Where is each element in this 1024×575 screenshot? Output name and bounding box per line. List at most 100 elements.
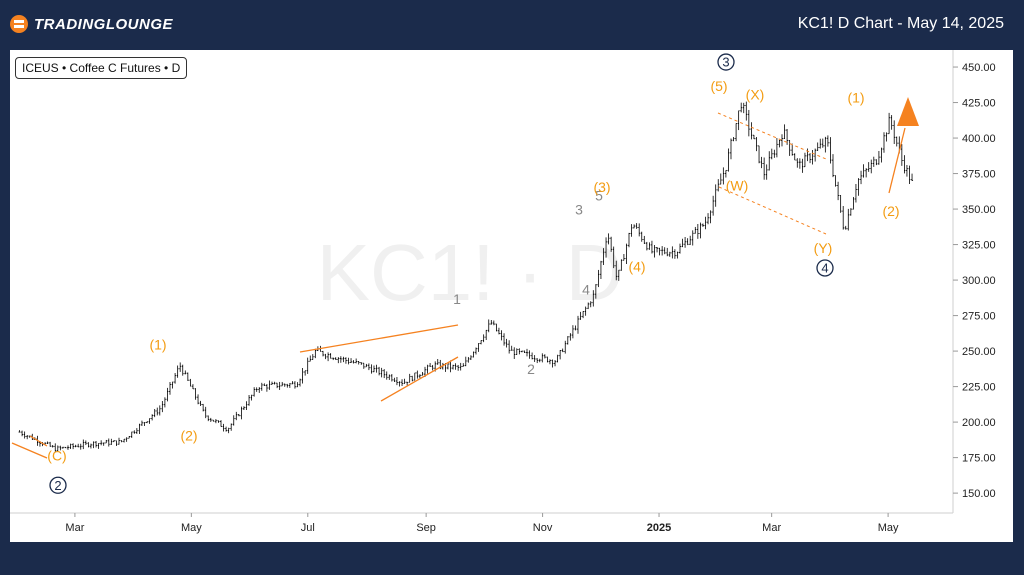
candle (538, 358, 541, 363)
candle (230, 423, 233, 431)
brand-mark-icon (10, 15, 28, 33)
wave-label: (5) (710, 78, 727, 94)
candle (291, 381, 294, 385)
candle (365, 363, 368, 368)
wave-label: (X) (746, 87, 765, 103)
candle (837, 181, 840, 201)
candle (66, 445, 69, 450)
candle (740, 102, 743, 113)
candle (212, 419, 215, 422)
candle (556, 354, 559, 363)
y-tick-label: 300.00 (962, 275, 996, 287)
candle (148, 418, 151, 424)
candle (747, 109, 750, 137)
wave-label: (W) (726, 178, 749, 194)
candle (197, 394, 200, 405)
candle (882, 132, 885, 153)
chart-title: KC1! D Chart - May 14, 2025 (797, 15, 1004, 32)
candle (411, 375, 414, 382)
trend-line (299, 324, 459, 353)
candle (378, 366, 381, 376)
candle (831, 154, 834, 178)
candle (911, 173, 914, 181)
wave-label: (1) (847, 90, 864, 106)
candle (622, 253, 625, 261)
candle (416, 370, 419, 379)
candle (520, 350, 523, 353)
candle (694, 226, 697, 234)
candle (880, 147, 883, 163)
candle (467, 356, 470, 363)
candle (717, 179, 720, 192)
candle (477, 343, 480, 352)
candle (115, 440, 118, 446)
candle (610, 236, 613, 252)
candle (225, 426, 228, 432)
candle (367, 363, 370, 371)
candle (699, 222, 702, 239)
candle (452, 364, 455, 370)
candle (684, 236, 687, 248)
candle (431, 364, 434, 371)
candle (457, 364, 460, 371)
candle (324, 353, 327, 360)
candle (875, 159, 878, 166)
candle (222, 423, 225, 432)
candle (383, 369, 386, 379)
candle (681, 238, 684, 248)
candle (503, 333, 506, 346)
candle (380, 367, 383, 378)
candle (299, 378, 302, 387)
candle (564, 340, 567, 354)
wave-label: 4 (582, 281, 590, 297)
candle (821, 138, 824, 148)
candle (737, 110, 740, 131)
candle (339, 356, 342, 363)
candle (671, 246, 674, 259)
candle (890, 115, 893, 130)
candle (18, 430, 21, 433)
candle (602, 248, 605, 265)
candle (49, 441, 52, 447)
candle (844, 225, 847, 230)
candle (885, 132, 888, 142)
candle (742, 102, 745, 114)
candle (862, 164, 865, 178)
wave-label: 5 (595, 188, 603, 204)
wave-label: (Y) (814, 240, 833, 256)
candle (436, 358, 439, 365)
candle (615, 260, 618, 281)
channel-line (718, 186, 827, 235)
wave-label: (C) (47, 447, 66, 463)
y-tick-label: 250.00 (962, 346, 996, 358)
candle (678, 243, 681, 254)
candle (582, 311, 585, 319)
chart-panel (10, 50, 1013, 542)
candle (505, 338, 508, 348)
candle (350, 358, 353, 363)
candle (163, 397, 166, 408)
candle (337, 357, 340, 364)
header-bar: TRADINGLOUNGE KC1! D Chart - May 14, 202… (0, 0, 1024, 50)
candle (421, 371, 424, 376)
wave-label: (4) (628, 259, 645, 275)
candle (393, 377, 396, 382)
candle (454, 363, 457, 370)
candle (191, 384, 194, 390)
candle (701, 223, 704, 227)
x-tick-label: Nov (533, 522, 553, 534)
trend-line (11, 442, 48, 459)
candle (235, 411, 238, 421)
wave-label: 2 (54, 478, 61, 493)
candle (661, 246, 664, 256)
candle (673, 249, 676, 259)
candle (390, 374, 393, 382)
x-tick-label: Mar (762, 522, 781, 534)
candle (541, 353, 544, 363)
candle (561, 348, 564, 353)
symbol-label: ICEUS • Coffee C Futures • D (15, 57, 188, 79)
candle (758, 145, 761, 164)
candle (645, 241, 648, 251)
candle (735, 123, 738, 142)
candle (554, 359, 557, 367)
